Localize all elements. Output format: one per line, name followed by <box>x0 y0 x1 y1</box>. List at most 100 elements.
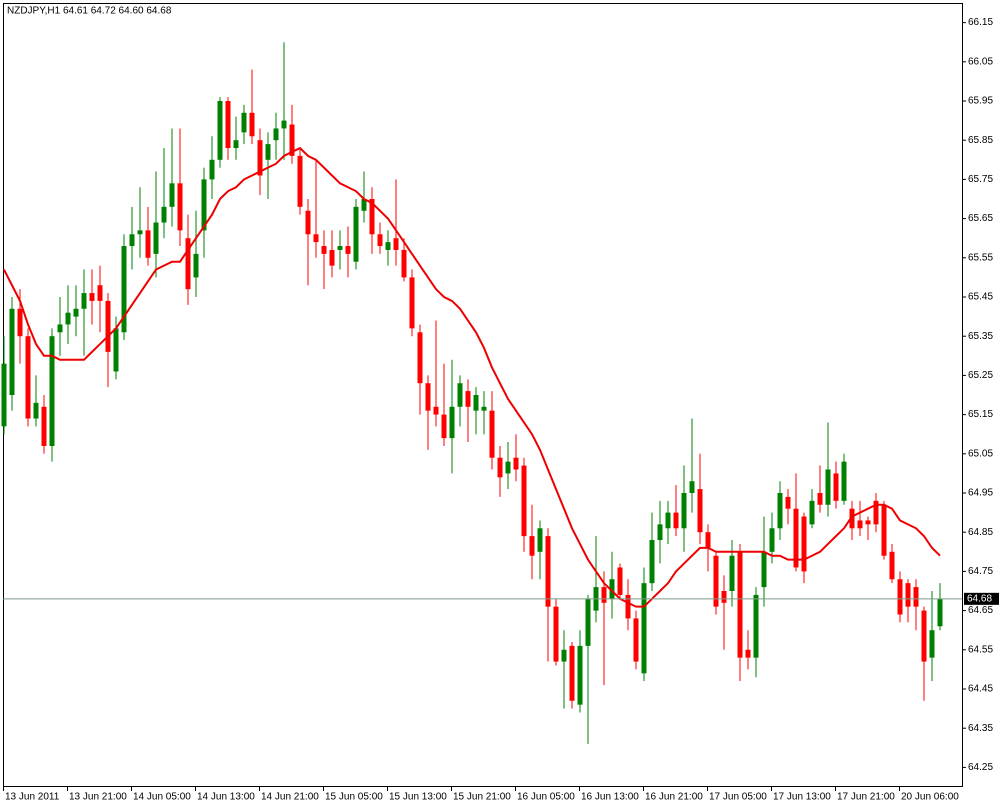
candle-body <box>281 120 287 129</box>
candle-body <box>577 645 583 705</box>
candle-body <box>545 536 551 607</box>
candle-body <box>121 246 127 333</box>
x-tick-label: 13 Jun 21:00 <box>69 792 127 803</box>
y-tick-label: 64.35 <box>968 723 993 734</box>
candle-body <box>193 253 199 278</box>
candle-body <box>209 159 215 180</box>
y-tick-label: 65.85 <box>968 135 993 146</box>
candle-body <box>673 512 679 529</box>
candle-body <box>329 249 335 266</box>
candle-body <box>353 206 359 262</box>
y-tick-label: 64.75 <box>968 566 993 577</box>
y-tick-label: 64.85 <box>968 527 993 538</box>
candle-body <box>217 101 223 160</box>
candle-body <box>689 481 695 493</box>
x-tick-label: 15 Jun 21:00 <box>453 792 511 803</box>
candle-body <box>657 524 663 541</box>
candle-body <box>841 461 847 501</box>
x-tick-label: 14 Jun 13:00 <box>197 792 255 803</box>
candle-body <box>745 649 751 658</box>
candle-body <box>761 551 767 588</box>
y-tick-label: 65.15 <box>968 409 993 420</box>
candle-body <box>817 493 823 505</box>
price-label: 64.68 <box>967 593 992 604</box>
candle-body <box>433 406 439 415</box>
candle-body <box>89 293 95 301</box>
candle-body <box>137 230 143 235</box>
candle-body <box>617 567 623 595</box>
moving-average <box>3 146 941 608</box>
candle-body <box>793 508 799 568</box>
candle-body <box>905 583 911 607</box>
candle-body <box>385 242 391 250</box>
candle-body <box>681 493 687 529</box>
candle-body <box>585 598 591 646</box>
candle-body <box>297 155 303 207</box>
candle-body <box>857 520 863 529</box>
candle-body <box>449 406 455 439</box>
candle-body <box>393 238 399 250</box>
candle-body <box>865 520 871 525</box>
candle-body <box>513 457 519 470</box>
y-tick-label: 64.65 <box>968 605 993 616</box>
candle-body <box>153 222 159 254</box>
candle-body <box>305 210 311 235</box>
x-tick-label: 15 Jun 13:00 <box>389 792 447 803</box>
candle-body <box>609 579 615 599</box>
candle-body <box>777 493 783 529</box>
candle-body <box>833 473 839 501</box>
y-tick-label: 64.95 <box>968 488 993 499</box>
candle-body <box>505 461 511 474</box>
x-tick-label: 16 Jun 13:00 <box>581 792 639 803</box>
candle-body <box>737 551 743 658</box>
candle-body <box>33 402 39 419</box>
candle-body <box>377 234 383 247</box>
y-tick-label: 64.25 <box>968 762 993 773</box>
candle-body <box>113 328 119 372</box>
candle-body <box>169 183 175 207</box>
candle-body <box>257 140 263 176</box>
candle-body <box>529 536 535 556</box>
candle-body <box>41 406 47 446</box>
candle-body <box>249 112 255 137</box>
y-tick-label: 65.95 <box>968 96 993 107</box>
candle-body <box>561 649 567 662</box>
candle-body <box>633 618 639 662</box>
candle-body <box>57 324 63 333</box>
candle-body <box>521 465 527 537</box>
candle-body <box>665 512 671 529</box>
candle-body <box>873 500 879 525</box>
candle-body <box>17 308 23 337</box>
candle-body <box>49 336 55 446</box>
x-tick-label: 17 Jun 05:00 <box>709 792 767 803</box>
candle-body <box>713 555 719 607</box>
candle-body <box>921 610 927 662</box>
candle-body <box>937 598 943 627</box>
candle-body <box>241 112 247 133</box>
candle-body <box>473 395 479 411</box>
candle-body <box>185 238 191 290</box>
candle-body <box>457 383 463 407</box>
x-tick-label: 14 Jun 05:00 <box>133 792 191 803</box>
candle-body <box>753 594 759 658</box>
candle-body <box>729 555 735 591</box>
candle-body <box>897 579 903 615</box>
y-tick-label: 65.45 <box>968 292 993 303</box>
candle-body <box>465 391 471 407</box>
candle-body <box>889 551 895 580</box>
y-tick-label: 65.05 <box>968 448 993 459</box>
y-tick-label: 65.25 <box>968 370 993 381</box>
candle-body <box>441 414 447 439</box>
x-tick-label: 15 Jun 05:00 <box>325 792 383 803</box>
candle-body <box>25 336 31 419</box>
candle-body <box>801 516 807 572</box>
x-tick-label: 17 Jun 13:00 <box>773 792 831 803</box>
candle-body <box>321 246 327 254</box>
candle-body <box>97 285 103 301</box>
candle-body <box>825 469 831 505</box>
candle-body <box>425 383 431 411</box>
candle-body <box>553 606 559 662</box>
candle-body <box>481 406 487 411</box>
y-tick-label: 66.05 <box>968 56 993 67</box>
